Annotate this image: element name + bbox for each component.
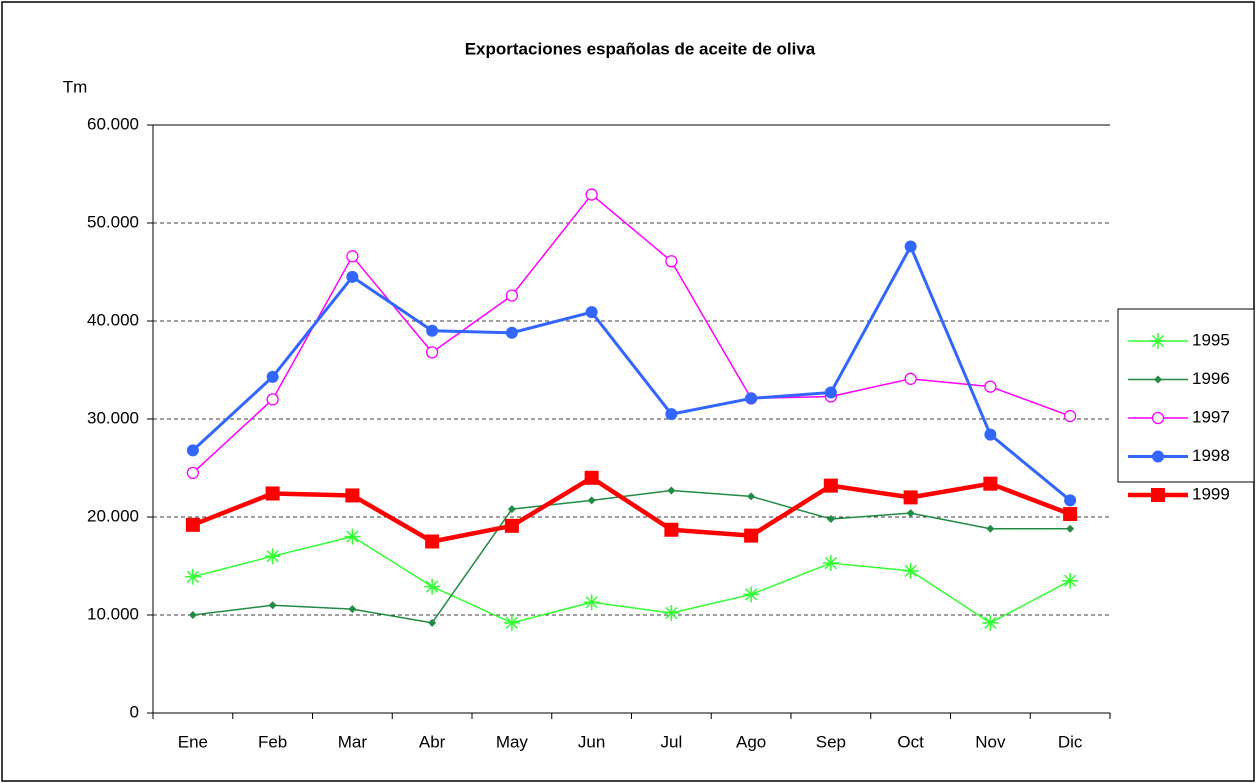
data-point	[587, 496, 596, 505]
data-point	[507, 505, 516, 514]
data-point	[265, 486, 280, 501]
data-point	[903, 490, 918, 505]
data-point	[747, 492, 756, 501]
data-point	[585, 306, 598, 319]
series-line	[192, 535, 1071, 624]
data-point	[584, 470, 599, 485]
data-point	[822, 555, 839, 572]
data-point	[663, 605, 680, 622]
data-point	[424, 578, 441, 595]
y-tick-label: 20.000	[87, 506, 139, 525]
x-tick-label: Dic	[1058, 732, 1083, 751]
data-point	[505, 326, 518, 339]
data-point	[186, 444, 199, 457]
data-point	[585, 188, 598, 201]
data-point	[1066, 524, 1075, 533]
data-point	[1063, 507, 1078, 522]
data-point	[1064, 494, 1077, 507]
data-point	[823, 478, 838, 493]
x-tick-label: May	[496, 732, 529, 751]
y-axis-label: Tm	[63, 77, 88, 96]
x-tick-label: Sep	[816, 732, 846, 751]
data-point	[826, 514, 835, 523]
legend-label: 1995	[1192, 330, 1230, 349]
x-tick-label: Feb	[258, 732, 287, 751]
data-point	[664, 522, 679, 537]
series-line	[191, 245, 1072, 502]
data-point	[345, 488, 360, 503]
legend-label: 1999	[1192, 484, 1230, 503]
legend-marker	[1151, 488, 1165, 502]
data-point	[744, 528, 759, 543]
data-point	[583, 594, 600, 611]
data-point	[503, 614, 520, 631]
data-point	[984, 380, 997, 393]
y-tick-label: 50.000	[87, 212, 139, 231]
y-tick-label: 40.000	[87, 310, 139, 329]
x-tick-label: Abr	[419, 732, 446, 751]
data-point	[743, 586, 760, 603]
data-point	[824, 386, 837, 399]
data-point	[1062, 572, 1079, 589]
x-tick-label: Oct	[897, 732, 924, 751]
data-point	[745, 392, 758, 405]
data-point	[505, 289, 519, 302]
data-point	[346, 250, 359, 263]
data-point	[982, 614, 999, 631]
data-point	[186, 466, 200, 480]
data-point	[184, 568, 201, 585]
x-tick-label: Nov	[975, 732, 1006, 751]
x-tick-label: Mar	[338, 732, 368, 751]
chart-title: Exportaciones españolas de aceite de oli…	[465, 39, 816, 58]
x-tick-label: Jul	[661, 732, 683, 751]
data-point	[425, 346, 439, 359]
data-point	[984, 428, 997, 441]
legend-marker	[1151, 411, 1165, 425]
data-point	[665, 255, 678, 268]
legend-marker	[1152, 450, 1164, 463]
x-tick-label: Ago	[736, 732, 766, 751]
series-line	[192, 475, 1071, 544]
series-line	[192, 489, 1071, 624]
data-point	[268, 601, 277, 610]
legend-box	[1117, 308, 1255, 483]
data-point	[1063, 409, 1077, 423]
legend-label: 1998	[1192, 446, 1230, 465]
data-point	[188, 611, 197, 619]
data-point	[667, 486, 676, 495]
data-point	[428, 618, 437, 627]
data-point	[266, 370, 279, 383]
data-point	[902, 562, 919, 579]
legend-label: 1997	[1192, 407, 1230, 426]
data-point	[904, 240, 917, 253]
series-line	[192, 193, 1071, 474]
data-point	[504, 518, 519, 533]
data-point	[185, 517, 200, 532]
legend-label: 1996	[1192, 369, 1230, 388]
x-tick-label: Jun	[578, 732, 605, 751]
data-point	[425, 534, 440, 549]
y-tick-label: 60.000	[87, 114, 139, 133]
y-tick-label: 10.000	[87, 604, 139, 623]
data-point	[983, 476, 998, 491]
y-tick-label: 0	[130, 702, 139, 721]
data-point	[266, 393, 279, 406]
legend-marker	[1154, 375, 1162, 384]
x-tick-label: Ene	[178, 732, 208, 751]
data-point	[904, 372, 917, 385]
data-point	[986, 524, 995, 533]
data-point	[426, 324, 439, 337]
data-point	[348, 605, 357, 614]
legend-marker	[1150, 333, 1166, 349]
data-point	[346, 270, 359, 283]
data-point	[665, 408, 678, 421]
data-point	[906, 509, 915, 518]
data-point	[344, 528, 361, 545]
data-point	[264, 548, 281, 565]
y-tick-label: 30.000	[87, 408, 139, 427]
